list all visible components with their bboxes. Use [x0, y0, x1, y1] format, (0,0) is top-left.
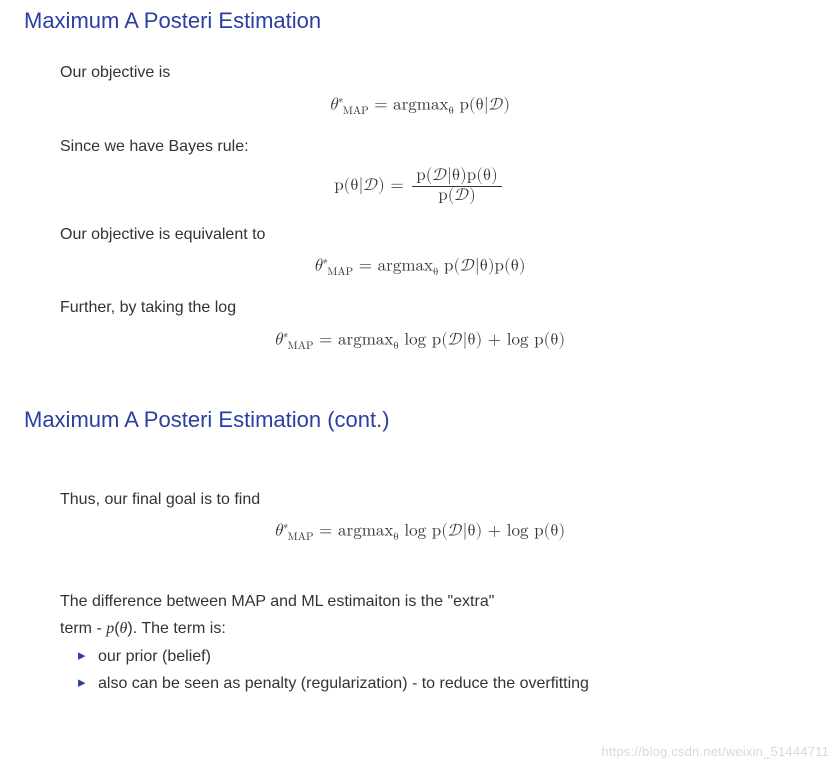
para-diff-1: The difference between MAP and ML estima… [60, 591, 779, 613]
eq-bayes: p(θ|𝒟) = p(𝒟|θ)p(θ) p(𝒟) [60, 167, 779, 205]
para-bayes: Since we have Bayes rule: [60, 136, 779, 158]
slide-2-title: Maximum A Posteri Estimation (cont.) [24, 407, 815, 433]
slide-1-title: Maximum A Posteri Estimation [24, 8, 815, 34]
eq-map-def: θ∗MAP = argmaxθ p(θ|𝒟) [60, 94, 779, 118]
para-log: Further, by taking the log [60, 297, 779, 319]
slide-2-body: Thus, our final goal is to find θ∗MAP = … [24, 461, 815, 695]
eq-map-equiv: θ∗MAP = argmaxθ p(𝒟|θ)p(θ) [60, 255, 779, 279]
para-final-goal: Thus, our final goal is to find [60, 489, 779, 511]
para-objective: Our objective is [60, 62, 779, 84]
watermark-text: https://blog.csdn.net/weixin_51444711 [601, 744, 829, 759]
slide-1-body: Our objective is θ∗MAP = argmaxθ p(θ|𝒟) … [24, 62, 815, 353]
eq-map-log: θ∗MAP = argmaxθ log p(𝒟|θ) + log p(θ) [60, 329, 779, 353]
bullet-list: our prior (belief) also can be seen as p… [60, 646, 779, 695]
para-diff-2: term - p(θ). The term is: [60, 618, 779, 640]
list-item: our prior (belief) [78, 646, 779, 668]
slide-1: Maximum A Posteri Estimation Our objecti… [24, 8, 815, 353]
eq-final: θ∗MAP = argmaxθ log p(𝒟|θ) + log p(θ) [60, 520, 779, 544]
para-equiv: Our objective is equivalent to [60, 224, 779, 246]
slide-2: Maximum A Posteri Estimation (cont.) Thu… [24, 407, 815, 695]
list-item: also can be seen as penalty (regularizat… [78, 673, 779, 695]
